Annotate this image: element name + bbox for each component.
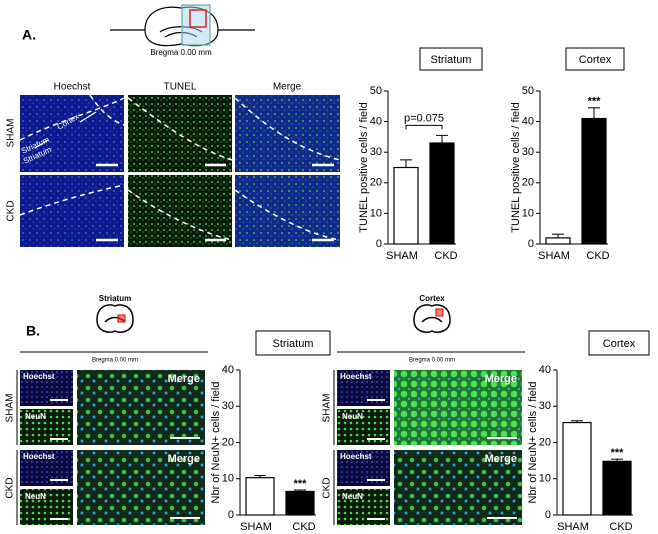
y-tick-label: 10	[522, 207, 534, 219]
y-tick-label: 0	[376, 238, 382, 250]
y-tick-label: 10	[222, 473, 234, 485]
column-label: TUNEL	[164, 82, 197, 93]
bar	[429, 142, 455, 245]
micrograph	[394, 450, 522, 525]
image-label: Merge	[485, 373, 517, 385]
brain-diagram	[110, 4, 255, 47]
micrograph	[77, 450, 205, 525]
chart-title: Striatum	[431, 54, 472, 66]
section-title: Cortex	[419, 294, 445, 303]
bar	[545, 237, 571, 245]
image-label: Merge	[485, 453, 517, 465]
x-tick-label: CKD	[434, 250, 457, 262]
image-label: Hoechst	[340, 452, 372, 461]
y-tick-label: 20	[222, 436, 234, 448]
image-label: NeuN	[25, 412, 46, 421]
panel-label: A.	[22, 27, 36, 43]
x-tick-label: CKD	[292, 521, 315, 533]
image-label: Merge	[168, 453, 200, 465]
y-tick-label: 40	[370, 116, 382, 128]
chart-title: Striatum	[273, 338, 314, 350]
region-box	[117, 314, 126, 323]
column-label: Merge	[273, 82, 302, 93]
y-tick-label: 30	[370, 146, 382, 158]
x-tick-label: SHAM	[240, 521, 272, 533]
chart-title: Cortex	[603, 338, 636, 350]
x-tick-label: SHAM	[386, 250, 418, 262]
image-label: NeuN	[25, 492, 46, 501]
x-tick-label: SHAM	[538, 250, 570, 262]
y-tick-label: 0	[228, 509, 234, 521]
image-label: Hoechst	[23, 372, 55, 381]
row-label: SHAM	[5, 394, 16, 423]
y-tick-label: 30	[222, 400, 234, 412]
micrograph	[394, 370, 522, 445]
y-tick-label: 50	[370, 85, 382, 97]
bregma-label: Bregma 0.00 mm	[92, 358, 138, 364]
title-box	[255, 330, 331, 356]
title-box	[419, 47, 483, 71]
y-tick-label: 40	[222, 364, 234, 376]
image-label: Hoechst	[340, 372, 372, 381]
image-label: Merge	[168, 373, 200, 385]
row-label: CKD	[322, 477, 333, 498]
significance-bracket	[405, 124, 443, 130]
y-tick-label: 20	[539, 436, 551, 448]
bregma-label: Bregma 0.00 mm	[150, 48, 212, 57]
annotation: ***	[611, 447, 625, 459]
y-tick-label: 0	[545, 509, 551, 521]
y-axis-label: TUNEL positive cells / field	[358, 102, 370, 232]
bar	[602, 460, 632, 516]
y-tick-label: 0	[528, 238, 534, 250]
annotation: ***	[294, 478, 308, 490]
bar	[581, 117, 607, 245]
x-tick-label: SHAM	[557, 521, 589, 533]
y-tick-label: 30	[539, 400, 551, 412]
row-label: SHAM	[322, 394, 333, 423]
annotation: p=0.075	[404, 112, 444, 124]
brain-icon	[96, 304, 134, 333]
y-tick-label: 20	[370, 177, 382, 189]
column-label: Hoechst	[54, 82, 91, 93]
y-tick-label: 40	[522, 116, 534, 128]
row-label: CKD	[5, 477, 16, 498]
y-axis-label: TUNEL positive cells / field	[510, 102, 522, 232]
title-box	[588, 330, 650, 356]
chart-title: Cortex	[579, 54, 612, 66]
y-tick-label: 10	[539, 473, 551, 485]
bar	[562, 421, 592, 516]
image-label: NeuN	[342, 492, 363, 501]
y-tick-label: 10	[370, 207, 382, 219]
section-title: Striatum	[99, 294, 131, 303]
y-tick-label: 20	[522, 177, 534, 189]
row-label: SHAM	[6, 119, 17, 148]
bar	[393, 166, 419, 245]
micrographs	[19, 94, 341, 247]
y-tick-label: 40	[539, 364, 551, 376]
y-axis-label: Nbr of NeuN+ cells / field	[527, 382, 539, 504]
panel-label: B.	[26, 323, 40, 339]
y-tick-label: 50	[522, 85, 534, 97]
annotation: ***	[588, 96, 602, 108]
image-label: Hoechst	[23, 452, 55, 461]
x-tick-label: CKD	[586, 250, 609, 262]
y-axis-label: Nbr of NeuN+ cells / field	[210, 382, 222, 504]
image-label: NeuN	[342, 412, 363, 421]
x-tick-label: CKD	[609, 521, 632, 533]
region-box	[435, 308, 444, 317]
bar	[285, 490, 315, 516]
title-box	[565, 47, 625, 71]
bar	[245, 477, 275, 516]
micrograph	[77, 370, 205, 445]
row-label: CKD	[6, 200, 17, 221]
brain-icon	[413, 304, 451, 333]
bregma-label: Bregma 0.00 mm	[409, 358, 455, 364]
y-tick-label: 30	[522, 146, 534, 158]
